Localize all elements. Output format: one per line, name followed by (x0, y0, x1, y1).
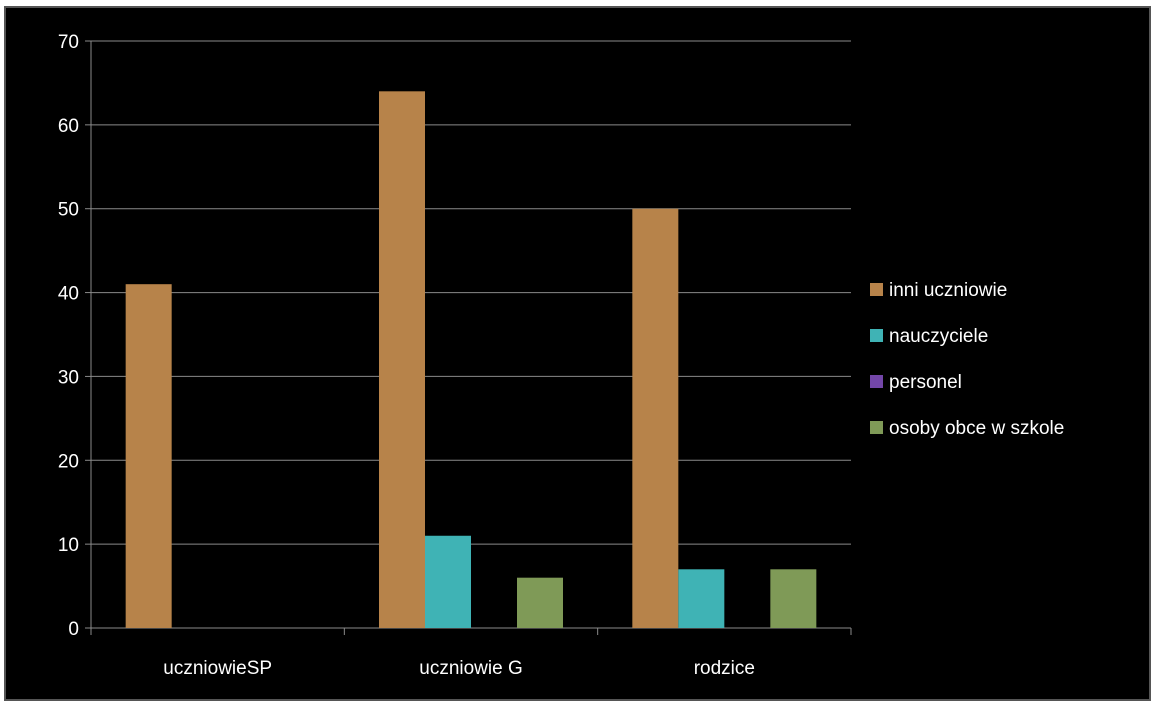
y-tick-label: 10 (58, 535, 79, 556)
legend-label: nauczyciele (889, 326, 988, 347)
legend-label: osoby obce w szkole (889, 418, 1064, 439)
legend-swatch (870, 283, 883, 296)
y-tick-label: 70 (58, 32, 79, 53)
bar (678, 569, 725, 628)
bars (125, 91, 817, 629)
legend-label: personel (889, 372, 962, 393)
legend-swatch (870, 329, 883, 342)
legend-swatch (870, 421, 883, 434)
bar (770, 569, 817, 628)
tick-labels: 0 10 20 30 40 50 60 70 uczniowieSP uczniowie G rod… (58, 32, 755, 679)
bar (632, 208, 679, 628)
y-tick-label: 20 (58, 451, 79, 472)
x-tick-label: uczniowie G (419, 658, 523, 679)
y-tick-label: 0 (68, 619, 79, 640)
legend-swatch (870, 375, 883, 388)
bar (517, 577, 563, 628)
y-tick-label: 50 (58, 200, 79, 221)
chart-frame: 0 10 20 30 40 50 60 70 uczniowieSP uczniowie G rod… (4, 6, 1151, 701)
bar (425, 535, 471, 628)
y-tick-label: 30 (58, 367, 79, 388)
x-tick-label: uczniowieSP (163, 658, 272, 679)
bar-chart: 0 10 20 30 40 50 60 70 uczniowieSP uczniowie G rod… (58, 32, 1064, 679)
grid-lines (91, 40, 851, 545)
x-tick-label: rodzice (694, 658, 755, 679)
bar (379, 91, 425, 629)
bar (125, 284, 172, 628)
legend: inni uczniowie nauczyciele personel osoby o… (870, 280, 1064, 439)
y-tick-label: 40 (58, 284, 79, 305)
y-tick-label: 60 (58, 116, 79, 137)
legend-label: inni uczniowie (889, 280, 1007, 301)
